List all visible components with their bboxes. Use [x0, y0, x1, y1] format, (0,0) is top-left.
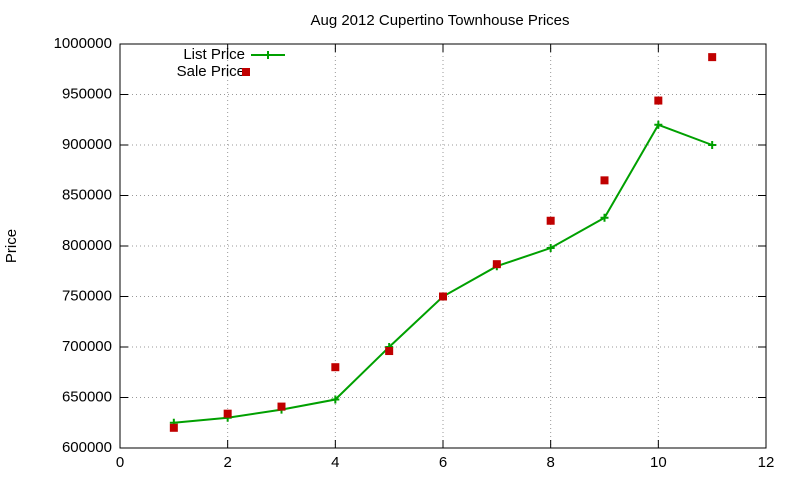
y-axis-label: Price [3, 229, 20, 263]
legend-swatch [242, 68, 250, 76]
data-point [169, 423, 178, 432]
data-point [708, 53, 717, 62]
x-tick-label: 2 [223, 454, 231, 471]
y-tick-label: 800000 [62, 237, 112, 254]
x-tick-label: 12 [758, 454, 775, 471]
data-point [439, 292, 447, 301]
legend-label: List Price [183, 46, 245, 63]
data-point [654, 96, 663, 105]
x-tick-label: 8 [546, 454, 554, 471]
data-point [331, 395, 340, 404]
y-tick-label: 600000 [62, 439, 112, 456]
y-tick-label: 850000 [62, 186, 112, 203]
data-point [600, 213, 609, 222]
y-tick-label: 700000 [62, 338, 112, 355]
data-point [600, 176, 609, 185]
y-tick-label: 1000000 [54, 35, 112, 52]
data-point [277, 402, 286, 411]
data-point [492, 260, 501, 269]
data-point [654, 120, 663, 129]
data-point [546, 244, 555, 253]
series-line [173, 123, 713, 424]
legend-label: Sale Price [177, 63, 245, 80]
x-tick-label: 6 [439, 454, 447, 471]
y-tick-label: 900000 [62, 136, 112, 153]
data-point [385, 347, 394, 356]
y-tick-label: 950000 [62, 85, 112, 102]
data-point [331, 363, 340, 372]
x-tick-label: 0 [116, 454, 124, 471]
data-point [223, 409, 232, 418]
chart-title: Aug 2012 Cupertino Townhouse Prices [310, 12, 569, 29]
x-tick-label: 10 [650, 454, 667, 471]
x-tick-label: 4 [331, 454, 339, 471]
data-point [546, 216, 555, 225]
legend-swatch [264, 51, 272, 59]
y-tick-label: 650000 [62, 388, 112, 405]
data-point [708, 141, 717, 149]
y-tick-label: 750000 [62, 287, 112, 304]
